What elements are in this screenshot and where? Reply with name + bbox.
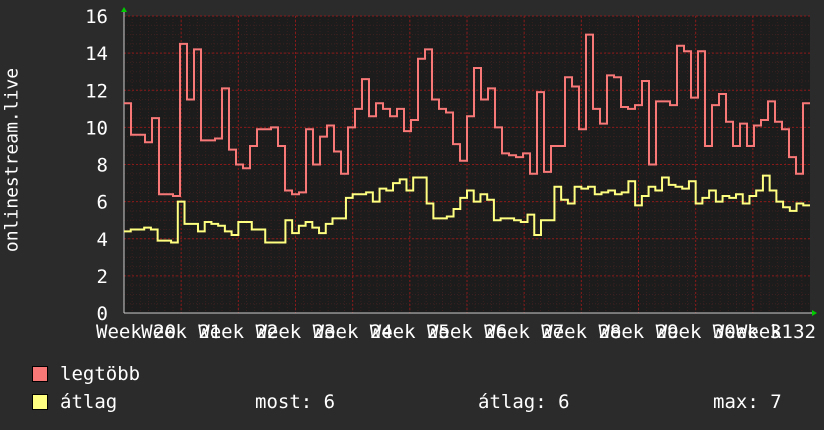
y-tick-label: 6 <box>97 192 108 214</box>
y-tick-label: 0 <box>97 303 108 325</box>
y-tick-label: 14 <box>85 43 108 65</box>
legend-label-avg: átlag <box>60 391 118 413</box>
y-tick-label: 12 <box>85 80 108 102</box>
stat-average: átlag: 6 <box>478 391 570 413</box>
series-line-avg <box>124 174 810 244</box>
legend-item-max: legtöbb <box>32 363 140 385</box>
series-line-max <box>124 33 810 198</box>
x-tick-label: Week 22 <box>198 321 278 340</box>
x-tick-label: Week 24 <box>313 321 393 340</box>
x-tick-label: Week 20 <box>96 321 176 340</box>
x-tick-label: Week 28 <box>541 321 621 340</box>
legend-swatch-max <box>32 366 48 382</box>
legend-label-max: legtöbb <box>60 363 141 385</box>
x-axis-arrow <box>812 310 817 316</box>
y-tick-label: 8 <box>97 155 108 177</box>
stat-current-value: 6 <box>323 391 336 413</box>
y-tick-label: 16 <box>85 6 108 28</box>
stat-current-label: most: <box>255 391 313 413</box>
x-tick-label: Week 25 <box>370 321 450 340</box>
x-tick-label: Week 29 <box>598 321 678 340</box>
stat-max-label: max: <box>713 391 759 413</box>
x-tick-label: Week 30 <box>656 321 736 340</box>
y-axis-label: onlinestream.live <box>0 0 24 320</box>
stat-current: most: 6 <box>255 391 335 413</box>
stat-average-label: átlag: <box>478 391 547 413</box>
y-tick-label: 4 <box>97 229 108 251</box>
x-tick-label: Week 23 <box>255 321 335 340</box>
x-tick-label: Week 31 <box>713 321 793 340</box>
stat-average-value: 6 <box>558 391 570 413</box>
x-tick-label: Week 21 <box>141 321 221 340</box>
x-tick-label: Week 26 <box>427 321 507 340</box>
legend-swatch-avg <box>32 394 48 410</box>
y-axis-label-text: onlinestream.live <box>1 67 23 253</box>
x-tick-label: Week 27 <box>484 321 564 340</box>
y-tick-label: 10 <box>85 117 108 139</box>
x-tick-label: Week 32 <box>736 321 816 340</box>
stat-max-value: 7 <box>770 391 782 413</box>
stat-max: max: 7 <box>713 391 782 413</box>
legend-item-avg: átlag <box>32 391 117 413</box>
y-tick-label: 2 <box>97 266 108 288</box>
y-axis-arrow <box>121 7 127 12</box>
